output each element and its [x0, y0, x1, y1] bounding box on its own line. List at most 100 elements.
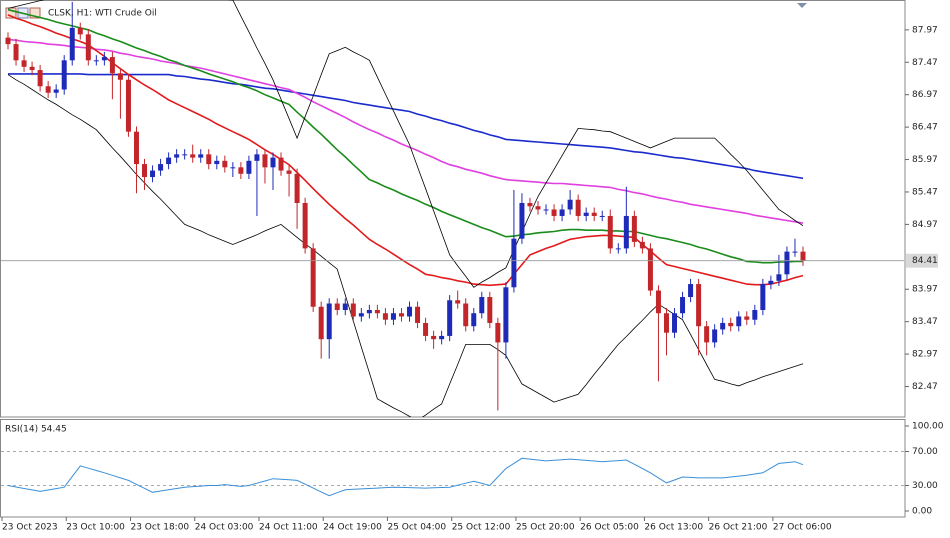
price-label-box: [906, 253, 938, 268]
main-plot: [1, 0, 904, 417]
candle-body: [326, 303, 332, 340]
candle-body: [479, 297, 485, 314]
candle-body: [374, 309, 380, 314]
candle-body: [431, 335, 437, 340]
candle-body: [647, 248, 653, 291]
candle-body: [663, 313, 669, 333]
candle-body: [447, 300, 453, 336]
indicator-line: [7, 38, 804, 224]
x-tick-label: 24 Oct 03:00: [195, 523, 254, 533]
candle-body: [688, 284, 694, 298]
candle-body: [133, 131, 139, 165]
candle-body: [166, 157, 172, 165]
y-tick-label: 86.97: [912, 90, 938, 100]
candle-body: [768, 280, 774, 285]
indicator-line: [7, 0, 804, 288]
candle-body: [567, 199, 573, 210]
candle-body: [672, 313, 678, 333]
candle-body: [680, 297, 686, 314]
candle-body: [5, 37, 11, 45]
candle-body: [262, 154, 268, 168]
x-tick-label: 24 Oct 19:00: [323, 523, 382, 533]
candle-body: [760, 284, 766, 310]
candle-body: [294, 173, 300, 203]
candle-body: [623, 215, 629, 249]
x-tick-label: 23 Oct 18:00: [130, 523, 189, 533]
candle-body: [704, 326, 710, 343]
indicator-line: [8, 73, 804, 180]
candle-body: [543, 209, 549, 211]
x-tick-label: 27 Oct 06:00: [773, 523, 832, 533]
candle-body: [487, 297, 493, 323]
candle-body: [792, 251, 798, 253]
candle-body: [342, 303, 348, 310]
candle-body: [575, 199, 581, 216]
candle-body: [61, 60, 67, 90]
candle-body: [744, 316, 750, 320]
candle-body: [310, 248, 316, 307]
candle-body: [503, 287, 509, 343]
y-tick-label: 87.47: [912, 58, 938, 68]
candle-body: [712, 329, 718, 343]
candle-body: [439, 335, 445, 340]
candle-body: [559, 209, 565, 216]
y-tick-label: 83.47: [912, 317, 938, 327]
x-tick-label: 26 Oct 13:00: [644, 523, 703, 533]
candle-body: [784, 251, 790, 275]
candle-body: [206, 154, 212, 165]
y-tick-label: 84.97: [912, 220, 938, 230]
candle-body: [286, 170, 292, 174]
candle-body: [495, 322, 501, 343]
candle-body: [599, 215, 605, 217]
candle-body: [214, 160, 220, 165]
candle-body: [463, 303, 469, 327]
candle-body: [776, 274, 782, 281]
x-tick-label: 23 Oct 2023: [2, 523, 58, 533]
candle-body: [93, 60, 99, 62]
price-label: 84.41: [912, 256, 938, 266]
shift-marker: [797, 3, 807, 8]
candle-body: [254, 154, 260, 161]
candle-body: [238, 167, 244, 174]
candle-body: [198, 154, 204, 158]
y-tick-label: 100.00: [912, 422, 944, 432]
y-tick-label: 85.97: [912, 155, 938, 165]
candle-body: [182, 154, 188, 156]
candle-body: [696, 284, 702, 327]
candle-body: [174, 154, 180, 158]
candle-body: [334, 303, 340, 310]
candle-body: [511, 238, 517, 288]
y-tick-label: 0.00: [912, 507, 932, 517]
candle-body: [390, 313, 396, 320]
candle-body: [423, 322, 429, 336]
candle-body: [591, 212, 597, 216]
candle-body: [13, 44, 19, 61]
candle-body: [158, 164, 164, 171]
rsi-plot: [1, 451, 904, 497]
axes: 87.97 87.47 86.97 86.47 85.97 85.47 84.97 83.97…: [1, 25, 944, 533]
y-tick-label: 82.97: [912, 350, 938, 360]
candle-body: [77, 27, 83, 35]
x-tick-label: 25 Oct 20:00: [516, 523, 575, 533]
candle-body: [21, 60, 27, 67]
candle-body: [230, 167, 236, 169]
candle-body: [190, 154, 196, 158]
candle-body: [752, 309, 758, 320]
candle-body: [142, 164, 148, 178]
candle-body: [583, 212, 589, 216]
candle-body: [53, 89, 59, 93]
rsi-label: RSI(14) 54.45: [5, 425, 67, 435]
y-tick-label: 87.97: [912, 25, 938, 35]
x-tick-label: 25 Oct 12:00: [452, 523, 511, 533]
x-tick-label: 26 Oct 21:00: [709, 523, 768, 533]
y-tick-label: 70.00: [912, 447, 938, 457]
candle-body: [519, 202, 525, 239]
main-frame: [0, 0, 906, 418]
candle-body: [37, 70, 43, 87]
candle-body: [551, 209, 557, 216]
candle-body: [302, 202, 308, 249]
candle-body: [736, 316, 742, 327]
candle-body: [318, 306, 324, 340]
